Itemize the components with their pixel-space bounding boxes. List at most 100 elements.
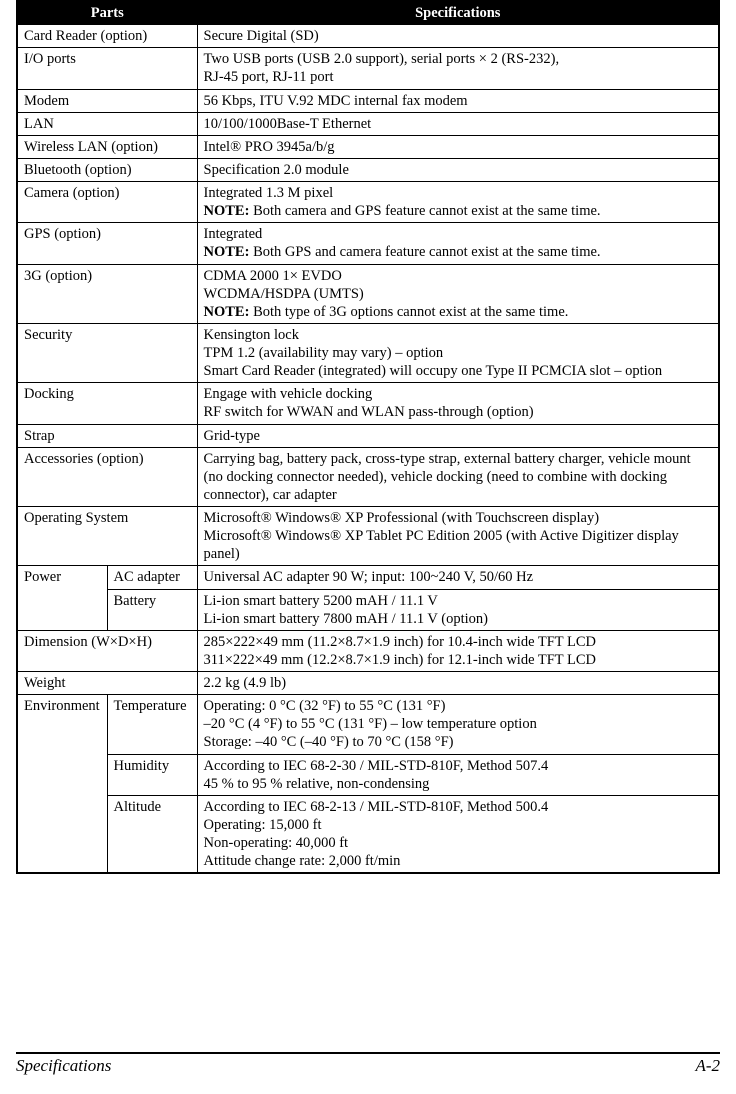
table-row: Strap Grid-type: [17, 424, 719, 447]
table-row: LAN 10/100/1000Base-T Ethernet: [17, 112, 719, 135]
spec-line: Kensington lock: [204, 327, 299, 343]
spec-cell: Engage with vehicle docking RF switch fo…: [197, 383, 719, 424]
part-cell: Bluetooth (option): [17, 158, 197, 181]
part-cell: GPS (option): [17, 223, 197, 264]
spec-line: WCDMA/HSDPA (UMTS): [204, 286, 364, 302]
part-cell: Card Reader (option): [17, 25, 197, 48]
table-row: Camera (option) Integrated 1.3 M pixel N…: [17, 182, 719, 223]
spec-cell: Two USB ports (USB 2.0 support), serial …: [197, 48, 719, 89]
spec-line: RJ-45 port, RJ-11 port: [204, 69, 334, 85]
page: Parts Specifications Card Reader (option…: [0, 0, 736, 1094]
spec-cell: Specification 2.0 module: [197, 158, 719, 181]
spec-line: Li-ion smart battery 5200 mAH / 11.1 V: [204, 593, 438, 609]
part-cell: Dimension (W×D×H): [17, 630, 197, 671]
spec-cell: Grid-type: [197, 424, 719, 447]
note-label: NOTE:: [204, 304, 250, 320]
sub-part-cell: Temperature: [107, 695, 197, 754]
table-row: Altitude According to IEC 68-2-13 / MIL-…: [17, 795, 719, 873]
spec-cell: Carrying bag, battery pack, cross-type s…: [197, 447, 719, 506]
spec-line: –20 °C (4 °F) to 55 °C (131 °F) – low te…: [204, 716, 537, 732]
table-row: Bluetooth (option) Specification 2.0 mod…: [17, 158, 719, 181]
spec-line: Operating: 15,000 ft: [204, 817, 322, 833]
spec-line: Two USB ports (USB 2.0 support), serial …: [204, 51, 560, 67]
spec-cell: Intel® PRO 3945a/b/g: [197, 135, 719, 158]
spec-cell: Integrated 1.3 M pixel NOTE: Both camera…: [197, 182, 719, 223]
table-row: Security Kensington lock TPM 1.2 (availa…: [17, 323, 719, 382]
header-specs: Specifications: [197, 1, 719, 25]
spec-line: Microsoft® Windows® XP Tablet PC Edition…: [204, 528, 679, 562]
table-row: Accessories (option) Carrying bag, batte…: [17, 447, 719, 506]
spec-cell: Kensington lock TPM 1.2 (availability ma…: [197, 323, 719, 382]
note-text: Both camera and GPS feature cannot exist…: [249, 203, 600, 219]
spec-line: Storage: –40 °C (–40 °F) to 70 °C (158 °…: [204, 734, 454, 750]
sub-part-cell: AC adapter: [107, 566, 197, 589]
sub-part-cell: Humidity: [107, 754, 197, 795]
table-row: 3G (option) CDMA 2000 1× EVDO WCDMA/HSDP…: [17, 264, 719, 323]
part-cell: Modem: [17, 89, 197, 112]
note-text: Both type of 3G options cannot exist at …: [249, 304, 568, 320]
spec-line: Li-ion smart battery 7800 mAH / 11.1 V (…: [204, 611, 488, 627]
part-cell: I/O ports: [17, 48, 197, 89]
spec-cell: CDMA 2000 1× EVDO WCDMA/HSDPA (UMTS) NOT…: [197, 264, 719, 323]
spec-line: CDMA 2000 1× EVDO: [204, 268, 342, 284]
spec-cell: 285×222×49 mm (11.2×8.7×1.9 inch) for 10…: [197, 630, 719, 671]
spec-cell: Microsoft® Windows® XP Professional (wit…: [197, 507, 719, 566]
sub-part-cell: Battery: [107, 589, 197, 630]
spec-line: Attitude change rate: 2,000 ft/min: [204, 853, 401, 869]
part-cell: Power: [17, 566, 107, 630]
part-cell: Environment: [17, 695, 107, 874]
spec-line: Integrated 1.3 M pixel: [204, 185, 334, 201]
spec-cell: Integrated NOTE: Both GPS and camera fea…: [197, 223, 719, 264]
part-cell: Accessories (option): [17, 447, 197, 506]
spec-line: RF switch for WWAN and WLAN pass-through…: [204, 404, 534, 420]
spec-cell: 2.2 kg (4.9 lb): [197, 672, 719, 695]
spec-line: Non-operating: 40,000 ft: [204, 835, 349, 851]
spec-cell: Secure Digital (SD): [197, 25, 719, 48]
part-cell: Weight: [17, 672, 197, 695]
footer-title: Specifications: [16, 1056, 111, 1076]
spec-line: 285×222×49 mm (11.2×8.7×1.9 inch) for 10…: [204, 634, 597, 650]
specifications-table: Parts Specifications Card Reader (option…: [16, 0, 720, 874]
part-cell: Operating System: [17, 507, 197, 566]
table-row: Operating System Microsoft® Windows® XP …: [17, 507, 719, 566]
table-row: Card Reader (option) Secure Digital (SD): [17, 25, 719, 48]
note-text: Both GPS and camera feature cannot exist…: [249, 244, 600, 260]
spec-cell: 10/100/1000Base-T Ethernet: [197, 112, 719, 135]
spec-cell: 56 Kbps, ITU V.92 MDC internal fax modem: [197, 89, 719, 112]
spec-line: 311×222×49 mm (12.2×8.7×1.9 inch) for 12…: [204, 652, 597, 668]
part-cell: Docking: [17, 383, 197, 424]
spec-cell: Universal AC adapter 90 W; input: 100~24…: [197, 566, 719, 589]
table-row: Dimension (W×D×H) 285×222×49 mm (11.2×8.…: [17, 630, 719, 671]
table-row: I/O ports Two USB ports (USB 2.0 support…: [17, 48, 719, 89]
table-row: GPS (option) Integrated NOTE: Both GPS a…: [17, 223, 719, 264]
spec-line: According to IEC 68-2-30 / MIL-STD-810F,…: [204, 758, 549, 774]
spec-line: Smart Card Reader (integrated) will occu…: [204, 363, 663, 379]
spec-cell: Operating: 0 °C (32 °F) to 55 °C (131 °F…: [197, 695, 719, 754]
part-cell: Strap: [17, 424, 197, 447]
header-parts: Parts: [17, 1, 197, 25]
table-header-row: Parts Specifications: [17, 1, 719, 25]
spec-cell: Li-ion smart battery 5200 mAH / 11.1 V L…: [197, 589, 719, 630]
part-cell: Security: [17, 323, 197, 382]
note-label: NOTE:: [204, 244, 250, 260]
spec-line: Integrated: [204, 226, 263, 242]
table-row: Wireless LAN (option) Intel® PRO 3945a/b…: [17, 135, 719, 158]
spec-cell: According to IEC 68-2-30 / MIL-STD-810F,…: [197, 754, 719, 795]
part-cell: Wireless LAN (option): [17, 135, 197, 158]
table-row: Battery Li-ion smart battery 5200 mAH / …: [17, 589, 719, 630]
table-row: Docking Engage with vehicle docking RF s…: [17, 383, 719, 424]
spec-line: Microsoft® Windows® XP Professional (wit…: [204, 510, 600, 526]
spec-line: TPM 1.2 (availability may vary) – option: [204, 345, 444, 361]
sub-part-cell: Altitude: [107, 795, 197, 873]
table-row: Environment Temperature Operating: 0 °C …: [17, 695, 719, 754]
spec-line: Operating: 0 °C (32 °F) to 55 °C (131 °F…: [204, 698, 446, 714]
table-row: Modem 56 Kbps, ITU V.92 MDC internal fax…: [17, 89, 719, 112]
part-cell: 3G (option): [17, 264, 197, 323]
table-row: Humidity According to IEC 68-2-30 / MIL-…: [17, 754, 719, 795]
part-cell: LAN: [17, 112, 197, 135]
table-row: Power AC adapter Universal AC adapter 90…: [17, 566, 719, 589]
footer-page-number: A-2: [695, 1056, 720, 1076]
page-footer: Specifications A-2: [16, 1052, 720, 1076]
note-label: NOTE:: [204, 203, 250, 219]
spec-cell: According to IEC 68-2-13 / MIL-STD-810F,…: [197, 795, 719, 873]
